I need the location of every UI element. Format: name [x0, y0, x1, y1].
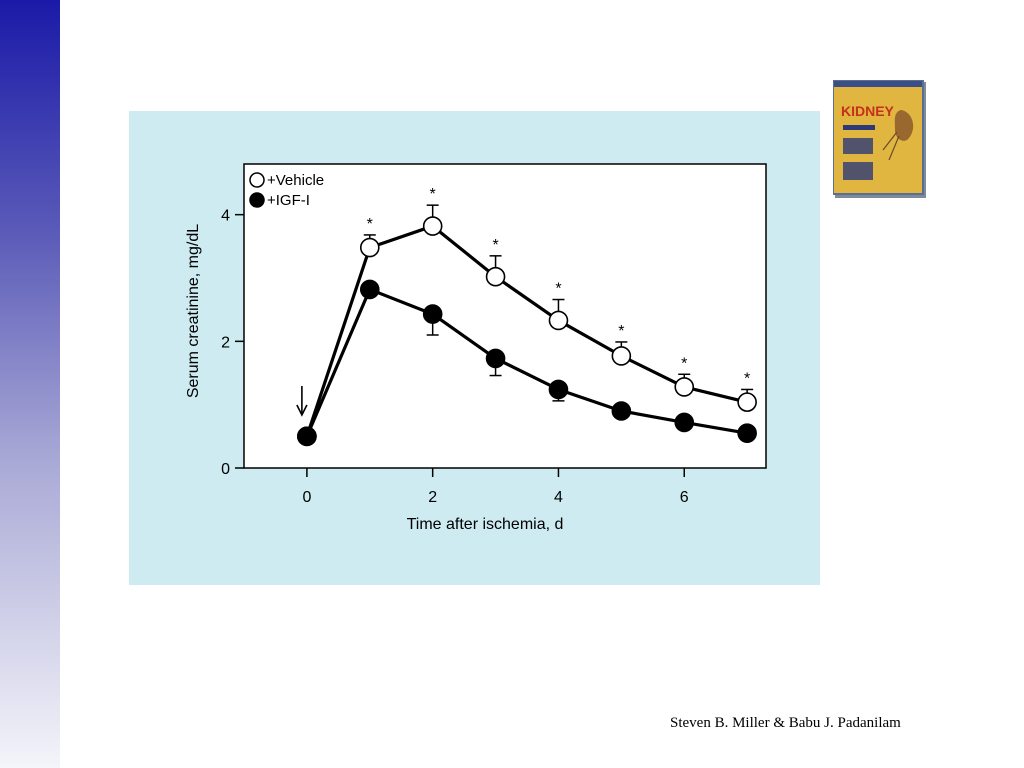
data-point: [674, 377, 695, 397]
y-tick-label: 4: [221, 208, 230, 225]
data-point: [737, 423, 757, 443]
x-tick-label: 6: [680, 489, 689, 506]
y-axis-label: Serum creatinine, mg/dL: [185, 224, 202, 398]
legend-label: +IGF-I: [267, 192, 310, 209]
y-tick-label: 2: [221, 334, 230, 351]
x-axis-label: Time after ischemia, d: [407, 516, 564, 533]
significance-marker: *: [367, 216, 373, 233]
ischemia-arrow-head: [296, 404, 308, 417]
significance-marker: *: [618, 323, 624, 340]
data-point: [485, 266, 506, 287]
data-point: [611, 346, 632, 366]
data-point: [359, 279, 380, 300]
chart-panel: 0 2 4 0 2 4 6 Time after ischemia, d Serum creat…: [129, 111, 820, 585]
x-tick-label: 0: [302, 489, 311, 506]
kidney-book-cover: KIDNEY: [833, 80, 926, 198]
book-cover-text-block-2: [843, 138, 873, 154]
series-line-0: [305, 224, 748, 437]
legend-marker: [249, 172, 265, 188]
significance-marker: *: [430, 186, 436, 203]
book-cover-text-block-1: [843, 125, 875, 130]
data-point: [737, 392, 757, 412]
data-point: [611, 401, 632, 421]
x-tick-label: 2: [428, 489, 437, 506]
data-point: [548, 379, 569, 400]
book-cover-text-block-3: [843, 162, 873, 180]
footer-credit: Steven B. Miller & Babu J. Padanilam: [670, 715, 901, 731]
data-point: [548, 310, 569, 331]
book-cover-ureter: [882, 131, 900, 161]
side-gradient-bar: [0, 0, 60, 768]
book-cover-band: [834, 81, 922, 87]
significance-marker: *: [555, 281, 561, 298]
data-point: [485, 348, 506, 369]
series-line-1: [305, 287, 748, 437]
data-point: [422, 216, 443, 236]
data-point: [359, 237, 380, 258]
significance-marker: *: [744, 370, 750, 387]
legend-label: +Vehicle: [267, 172, 324, 189]
significance-marker: *: [492, 237, 498, 254]
significance-marker: *: [681, 355, 687, 372]
data-point: [422, 304, 443, 324]
legend-marker: [249, 192, 265, 208]
y-tick-label: 0: [221, 461, 230, 478]
creatinine-chart: 0 2 4 0 2 4 6 Time after ischemia, d Serum creat…: [185, 163, 767, 533]
x-tick-label: 4: [554, 489, 563, 506]
book-cover-kidney-illustration: [894, 110, 914, 141]
data-point: [674, 412, 695, 433]
book-cover-title: KIDNEY: [841, 103, 895, 119]
data-point: [297, 426, 317, 447]
